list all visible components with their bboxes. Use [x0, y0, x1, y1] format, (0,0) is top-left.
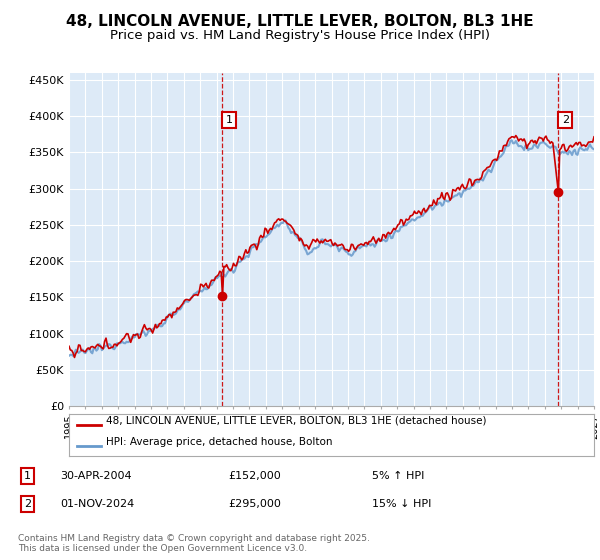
Text: 1: 1: [226, 115, 232, 125]
Text: 2: 2: [562, 115, 569, 125]
Text: Contains HM Land Registry data © Crown copyright and database right 2025.
This d: Contains HM Land Registry data © Crown c…: [18, 534, 370, 553]
Text: 30-APR-2004: 30-APR-2004: [60, 471, 131, 481]
Text: Price paid vs. HM Land Registry's House Price Index (HPI): Price paid vs. HM Land Registry's House …: [110, 29, 490, 42]
Text: 2: 2: [24, 499, 31, 509]
Text: 48, LINCOLN AVENUE, LITTLE LEVER, BOLTON, BL3 1HE (detached house): 48, LINCOLN AVENUE, LITTLE LEVER, BOLTON…: [106, 416, 486, 426]
Text: £152,000: £152,000: [228, 471, 281, 481]
Text: 1: 1: [24, 471, 31, 481]
Text: 15% ↓ HPI: 15% ↓ HPI: [372, 499, 431, 509]
Text: 01-NOV-2024: 01-NOV-2024: [60, 499, 134, 509]
Text: HPI: Average price, detached house, Bolton: HPI: Average price, detached house, Bolt…: [106, 437, 332, 447]
Text: 48, LINCOLN AVENUE, LITTLE LEVER, BOLTON, BL3 1HE: 48, LINCOLN AVENUE, LITTLE LEVER, BOLTON…: [66, 14, 534, 29]
Text: 5% ↑ HPI: 5% ↑ HPI: [372, 471, 424, 481]
Text: £295,000: £295,000: [228, 499, 281, 509]
